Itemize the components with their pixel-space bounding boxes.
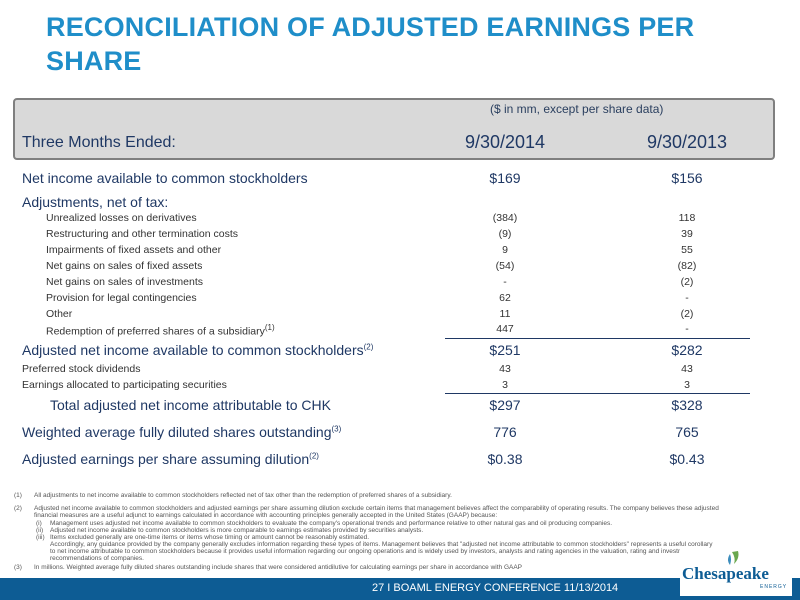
- row-value-2013: -: [685, 323, 689, 335]
- row-label: Net income available to common stockhold…: [22, 170, 308, 186]
- column-header-2013: 9/30/2013: [646, 132, 728, 152]
- footnote-ref: (1): [264, 323, 275, 332]
- unit-note: ($ in mm, except per share data): [490, 102, 664, 116]
- row-label: Impairments of fixed assets and other: [46, 244, 222, 256]
- row-value-2013: (2): [680, 276, 694, 288]
- row-value-2013: $328: [671, 397, 703, 413]
- row-value-2014: $297: [489, 397, 521, 413]
- row-label: Restructuring and other termination cost…: [46, 228, 239, 240]
- row-value-2013: 765: [675, 424, 699, 440]
- footer-text: 27 I BOAML ENERGY CONFERENCE 11/13/2014: [372, 582, 619, 594]
- divider: [445, 393, 750, 394]
- row-value-2014: $169: [489, 170, 521, 186]
- row-value-2014: $0.38: [487, 451, 523, 467]
- row-label: Adjusted earnings per share assuming dil…: [22, 451, 319, 467]
- row-label: Preferred stock dividends: [22, 363, 141, 375]
- row-value-2014: $251: [489, 342, 521, 358]
- row-value-2014: 9: [502, 244, 508, 256]
- footnote-ref: (2): [309, 451, 319, 461]
- row-value-2014: 447: [496, 323, 514, 335]
- footnote-ref: (3): [331, 424, 342, 434]
- row-value-2014: (384): [492, 212, 518, 224]
- row-value-2013: -: [685, 292, 689, 304]
- row-value-2014: (9): [498, 228, 512, 240]
- row-value-2014: 11: [499, 308, 511, 320]
- divider: [445, 338, 750, 339]
- row-label: Other: [46, 308, 73, 320]
- row-value-2014: 776: [493, 424, 517, 440]
- row-label: Net gains on sales of fixed assets: [46, 260, 203, 272]
- row-value-2013: 118: [678, 212, 696, 224]
- footnote-2: (2) Adjusted net income available to com…: [14, 505, 719, 519]
- row-value-2013: $156: [671, 170, 703, 186]
- row-label: Redemption of preferred shares of a subs…: [46, 323, 275, 338]
- row-value-2013: $0.43: [669, 451, 705, 467]
- row-value-2013: 55: [681, 244, 693, 256]
- row-label: Weighted average fully diluted shares ou…: [22, 424, 342, 440]
- chesapeake-logo-icon: [680, 548, 792, 596]
- row-label: Unrealized losses on derivatives: [46, 212, 197, 224]
- row-label: Net gains on sales of investments: [46, 276, 203, 288]
- footnote-ref: (2): [363, 342, 374, 352]
- row-value-2013: 43: [681, 363, 693, 375]
- column-header-2014: 9/30/2014: [464, 132, 546, 152]
- logo-wordmark: Chesapeake: [682, 564, 769, 583]
- row-value-2013: (82): [677, 260, 697, 272]
- row-label: Total adjusted net income attributable t…: [50, 397, 331, 413]
- row-value-2013: $282: [671, 342, 703, 358]
- page-title: RECONCILIATION OF ADJUSTED EARNINGS PER …: [46, 12, 695, 76]
- row-value-2014: 3: [502, 379, 508, 391]
- row-value-2014: (54): [495, 260, 515, 272]
- row-value-2013: 3: [684, 379, 690, 391]
- row-value-2013: (2): [680, 308, 694, 320]
- row-value-2013: 39: [681, 228, 693, 240]
- row-value-2014: 43: [499, 363, 511, 375]
- row-label: Adjustments, net of tax:: [22, 194, 169, 210]
- logo-subtext: ENERGY: [760, 584, 788, 590]
- header-label: Three Months Ended:: [22, 134, 176, 151]
- footer-bar: [0, 578, 800, 600]
- row-label: Provision for legal contingencies: [46, 292, 197, 304]
- row-value-2014: 62: [499, 292, 511, 304]
- row-label: Adjusted net income available to common …: [22, 342, 374, 358]
- table-header-box: [13, 98, 775, 160]
- row-label: Earnings allocated to participating secu…: [22, 379, 227, 391]
- row-value-2014: -: [503, 276, 507, 288]
